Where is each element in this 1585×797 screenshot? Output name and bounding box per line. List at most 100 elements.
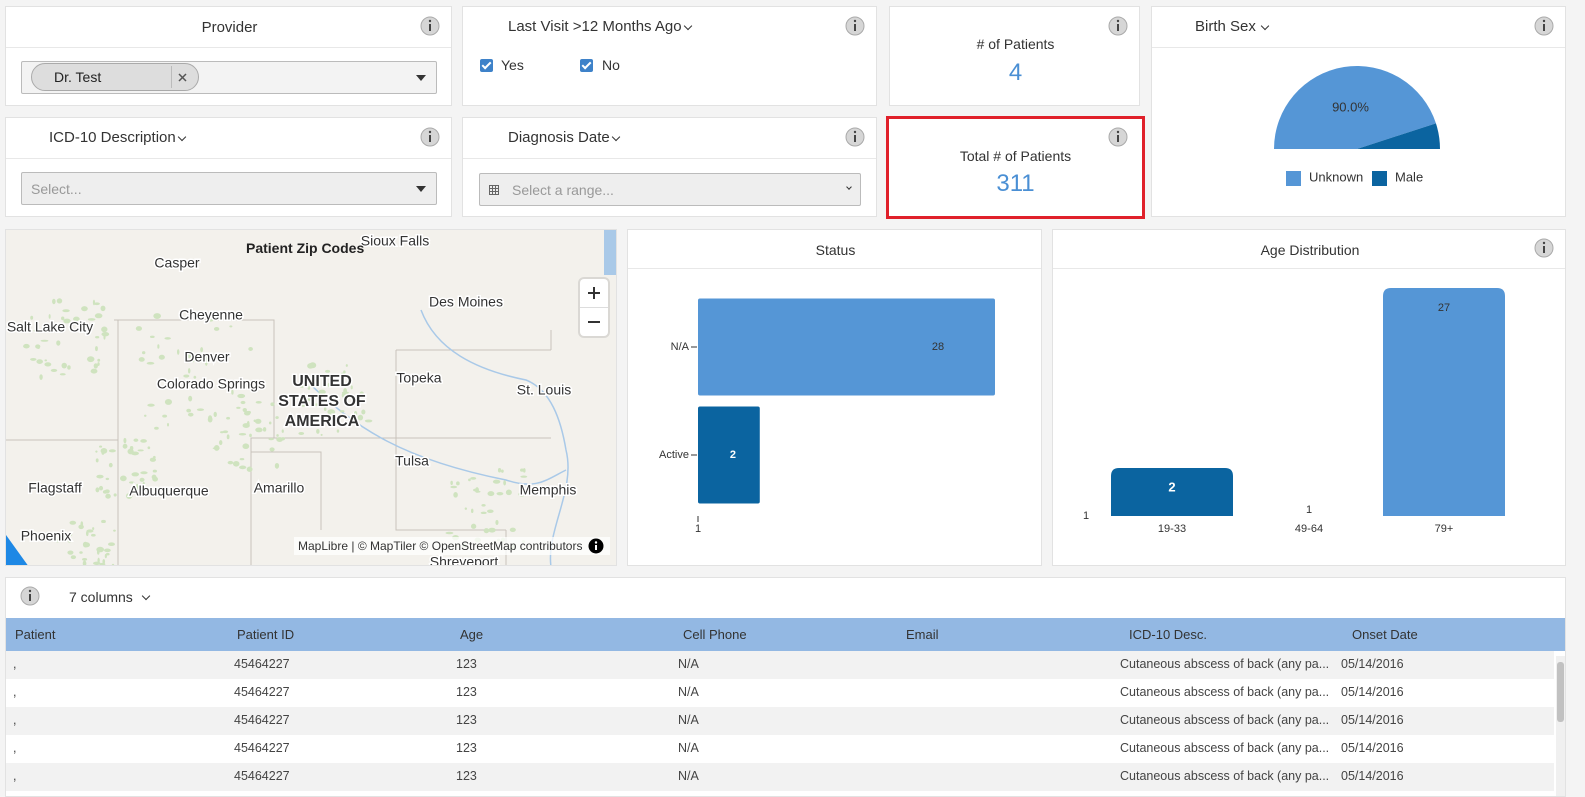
map-terrain — [193, 375, 197, 379]
map-terrain — [518, 491, 526, 497]
table-cell: , — [13, 741, 17, 755]
attribution-info[interactable] — [588, 538, 604, 554]
table-cell: 05/14/2016 — [1341, 657, 1404, 671]
map-terrain — [154, 313, 158, 316]
map-terrain — [113, 493, 117, 497]
map-terrain — [93, 302, 100, 306]
map-terrain — [111, 563, 115, 565]
city-label: Memphis — [520, 482, 577, 498]
icd10-select[interactable]: Select... — [21, 172, 437, 205]
title-chevron[interactable] — [683, 21, 693, 31]
map-terrain — [105, 493, 111, 499]
city-label: Shreveport — [430, 554, 499, 566]
city-label: Flagstaff — [28, 480, 82, 496]
map-terrain — [93, 363, 98, 369]
diagnosis-date-panel: Diagnosis Date Select a range... — [462, 117, 877, 217]
map-terrain — [120, 475, 127, 482]
map-terrain — [213, 326, 220, 331]
columns-chevron[interactable] — [141, 591, 151, 601]
panel-header — [628, 230, 1041, 269]
country-label: AMERICA — [285, 413, 360, 430]
map-terrain — [59, 373, 66, 376]
map-terrain — [213, 444, 220, 451]
panel-header — [1053, 230, 1565, 269]
date-range-select[interactable]: Select a range... — [479, 173, 861, 206]
selected-chip[interactable]: Dr. Test — [31, 63, 199, 91]
map-terrain — [320, 420, 326, 425]
provider-select[interactable]: Dr. Test — [21, 61, 437, 94]
panel-title[interactable]: ICD-10 Description — [49, 129, 176, 146]
dropdown-caret[interactable] — [416, 75, 426, 81]
column-header: Email — [906, 627, 939, 642]
zoom-in[interactable] — [588, 287, 600, 299]
table-cell: N/A — [678, 657, 699, 671]
columns-button[interactable]: 7 columns — [69, 589, 133, 605]
map-terrain — [281, 429, 284, 433]
panel-title[interactable]: Diagnosis Date — [508, 129, 610, 146]
checkbox-label[interactable]: Yes — [501, 57, 524, 73]
map-terrain — [137, 449, 144, 452]
map-terrain — [67, 550, 74, 555]
column-header: Onset Date — [1352, 627, 1418, 642]
map[interactable]: Sioux Falls Casper Salt Lake City Cheyenne D… — [6, 230, 617, 566]
checkbox[interactable] — [580, 59, 593, 72]
table-cell: N/A — [678, 685, 699, 699]
map-terrain — [280, 437, 285, 441]
dropdown-caret[interactable] — [416, 186, 426, 192]
panel-header — [463, 118, 876, 159]
map-terrain — [318, 389, 326, 395]
table-cell: , — [13, 713, 17, 727]
map-attribution: MapLibre | © MapTiler © OpenStreetMap co… — [294, 537, 611, 555]
map-terrain — [227, 460, 234, 465]
map-terrain — [50, 368, 58, 372]
map-terrain — [208, 415, 213, 422]
map-terrain — [453, 492, 458, 498]
map-terrain — [304, 395, 312, 398]
map-terrain — [316, 428, 320, 434]
panel-title[interactable]: Birth Sex — [1195, 18, 1256, 35]
map-terrain — [310, 418, 316, 423]
map-terrain — [336, 429, 340, 433]
map-terrain — [219, 440, 223, 446]
map-terrain — [188, 395, 193, 402]
map-terrain — [327, 412, 335, 416]
table-row — [6, 707, 1554, 735]
map-terrain — [222, 430, 229, 434]
map-terrain — [496, 491, 504, 496]
map-terrain — [339, 410, 345, 413]
panel-title[interactable]: Last Visit >12 Months Ago — [508, 18, 682, 35]
zoom-control — [580, 279, 608, 336]
map-terrain — [487, 509, 494, 513]
map-terrain — [108, 542, 115, 547]
table-cell: 45464227 — [234, 741, 290, 755]
city-label: Albuquerque — [129, 483, 209, 499]
select-chevron[interactable] — [846, 184, 852, 190]
map-terrain — [103, 334, 106, 340]
map-corner — [6, 535, 28, 565]
map-terrain — [140, 439, 147, 443]
panel-title: Age Distribution — [1260, 242, 1360, 258]
map-terrain — [268, 421, 272, 425]
map-terrain — [238, 433, 247, 436]
map-panel[interactable]: Sioux Falls Casper Salt Lake City Cheyenne D… — [5, 229, 617, 566]
map-terrain — [354, 411, 358, 416]
kpi-value: 4 — [1008, 59, 1023, 86]
map-terrain — [254, 418, 262, 424]
map-terrain — [101, 326, 108, 333]
map-terrain — [164, 399, 173, 405]
map-terrain — [101, 451, 105, 455]
map-terrain — [44, 359, 48, 362]
scrollbar-thumb[interactable] — [1557, 662, 1564, 722]
map-terrain — [307, 386, 311, 390]
table-header — [6, 618, 1565, 651]
city-label: Topeka — [396, 370, 441, 386]
checkbox-label[interactable]: No — [602, 57, 620, 73]
city-label: Colorado Springs — [157, 376, 265, 392]
map-terrain — [330, 400, 334, 407]
table-cell: 05/14/2016 — [1341, 713, 1404, 727]
column-header: Patient — [15, 627, 56, 642]
table-cell: 05/14/2016 — [1341, 769, 1404, 783]
chip-remove[interactable] — [178, 73, 187, 82]
checkbox[interactable] — [480, 59, 493, 72]
map-terrain — [306, 398, 311, 402]
